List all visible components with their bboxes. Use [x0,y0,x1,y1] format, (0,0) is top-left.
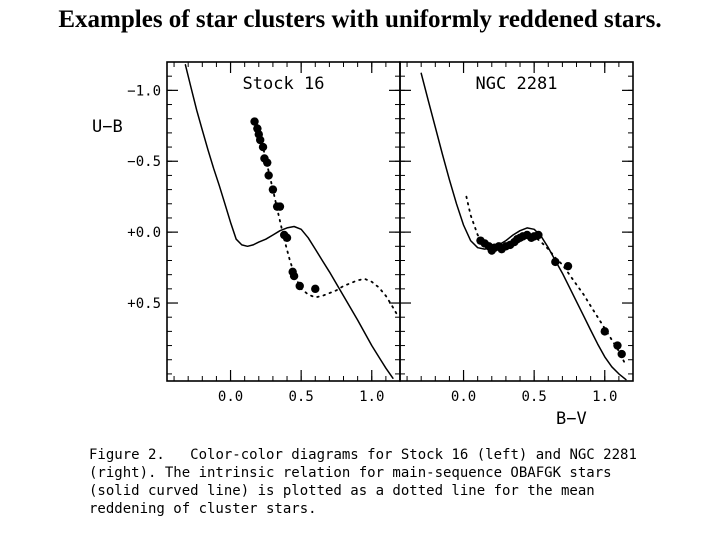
x-tick-label: 1.0 [359,389,384,405]
data-point [551,257,560,267]
data-point [275,202,285,211]
y-tick-label: +0.5 [127,296,161,312]
data-point [613,341,622,350]
data-point [534,230,543,240]
data-point [264,171,273,180]
data-point [268,185,278,194]
chart-panel-2: 0.0 0.5 1.0 NGC 2281 [399,61,634,405]
intrinsic-relation-line [184,64,394,379]
slide-title: Examples of star clusters with uniformly… [58,6,662,33]
x-tick-label: 1.0 [592,389,617,405]
x-tick-label: 0.0 [451,389,476,405]
x-tick-label: 0.0 [218,389,243,405]
x-tick-label: 0.5 [289,389,314,405]
figure-caption: Figure 2. Color-color diagrams for Stock… [89,446,649,518]
data-point [256,135,265,145]
panel-title: Stock 16 [243,74,325,94]
data-point [263,158,272,167]
reddened-relation-line [255,117,400,319]
data-point [311,284,320,294]
x-axis-label: B−V [556,409,587,429]
y-tick-label: +0.0 [127,225,161,241]
data-point [295,281,304,291]
plot-frame [399,61,634,382]
data-point [289,271,299,281]
y-tick-label: −1.0 [127,83,161,99]
data-point [258,142,268,152]
figure-caption-label: Figure 2. [89,447,165,463]
intrinsic-relation-line [420,72,627,381]
y-axis-label: U−B [92,117,123,137]
y-tick-label: −0.5 [127,154,161,170]
figure-caption-text: Color-color diagrams for Stock 16 (left)… [89,447,637,517]
data-point [563,261,573,271]
data-point [282,233,292,243]
panel-title: NGC 2281 [476,74,558,94]
x-tick-label: 0.5 [522,389,547,405]
data-point [600,327,609,336]
data-point [250,117,259,126]
chart-panel-1: 0.0 0.5 1.0 −1.0 −0.5 +0.0 +0.5 Stock 16 [127,61,401,405]
data-point [617,349,626,359]
reddened-relation-line [465,195,626,364]
